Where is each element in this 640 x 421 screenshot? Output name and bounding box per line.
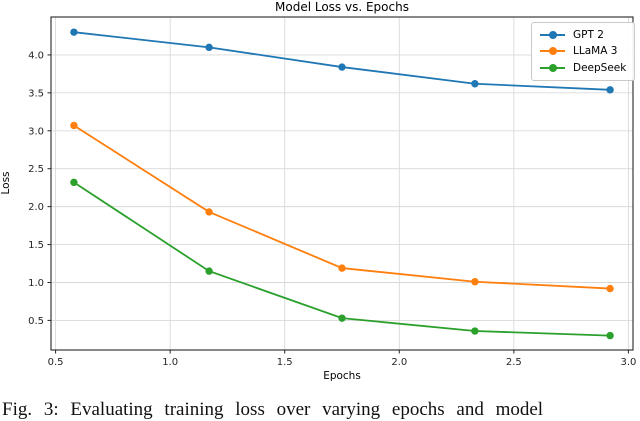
axes-frame: [50, 16, 634, 351]
y-tick-label: 2.5: [28, 164, 44, 175]
data-point-deepseek: [70, 178, 78, 187]
y-tick-label: 0.5: [28, 316, 44, 327]
data-point-gpt-2: [471, 80, 479, 88]
legend-item-llama-3: LLaMA 3: [540, 44, 626, 60]
data-point-deepseek: [606, 331, 614, 340]
legend-marker-icon: [540, 47, 565, 56]
data-point-gpt-2: [606, 86, 614, 94]
y-tick-label: 1.5: [28, 240, 44, 251]
y-tick-label: 1.0: [28, 278, 44, 289]
data-point-llama-3: [471, 278, 479, 286]
y-tick-label: 2.0: [28, 202, 44, 213]
legend-item-gpt-2: GPT 2: [540, 27, 626, 43]
legend-label: GPT 2: [573, 28, 604, 41]
data-point-llama-3: [606, 284, 614, 293]
series-line-deepseek: [73, 181, 611, 337]
x-tick-label: 1.5: [277, 357, 293, 368]
data-point-gpt-2: [338, 63, 346, 71]
chart-title: Model Loss vs. Epochs: [275, 0, 409, 14]
y-tick-label: 3.0: [28, 126, 44, 137]
data-point-deepseek: [338, 314, 346, 322]
x-tick-label: 0.5: [48, 357, 64, 368]
x-tick-label: 3.0: [620, 357, 636, 368]
legend-marker-icon: [540, 63, 565, 72]
x-tick-label: 2.5: [506, 357, 522, 368]
legend-marker-icon: [540, 30, 565, 39]
legend-label: DeepSeek: [573, 61, 627, 74]
y-tick-label: 4.0: [28, 50, 44, 61]
y-tick-label: 3.5: [28, 88, 44, 99]
x-axis-label: Epochs: [323, 370, 361, 382]
legend-label: LLaMA 3: [573, 45, 618, 58]
series-line-gpt-2: [73, 31, 611, 91]
data-point-llama-3: [338, 264, 346, 272]
x-tick-label: 1.0: [162, 357, 178, 368]
data-point-llama-3: [70, 121, 78, 130]
data-point-gpt-2: [205, 43, 213, 52]
x-tick-label: 2.0: [391, 357, 407, 368]
data-point-llama-3: [205, 208, 213, 216]
legend-item-deepseek: DeepSeek: [540, 60, 626, 76]
legend: GPT 2 LLaMA 3 DeepSeek: [531, 22, 636, 81]
figure: Model Loss vs. Epochs Loss 0.5 1.0 1.5 2.0 2…: [0, 0, 636, 382]
figure-caption: Fig. 3: Evaluating training loss over va…: [2, 399, 544, 420]
data-point-deepseek: [205, 267, 213, 275]
data-point-deepseek: [471, 327, 479, 335]
data-point-gpt-2: [70, 28, 78, 36]
